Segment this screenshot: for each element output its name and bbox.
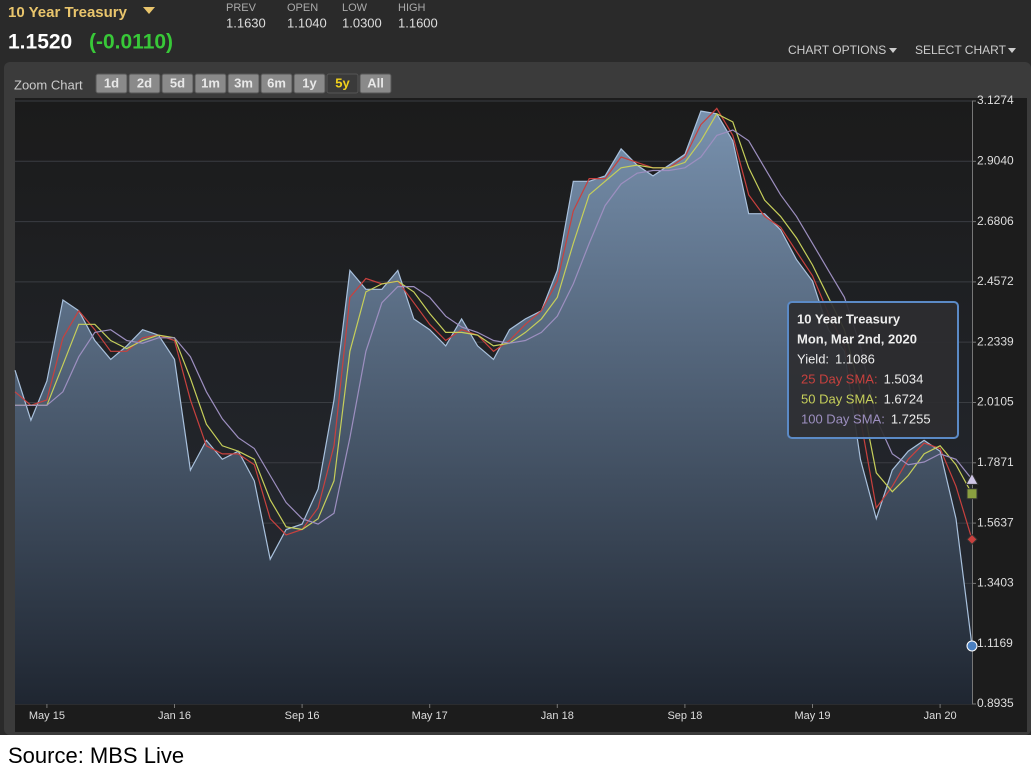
menu[interactable]: CHART OPTIONS: [788, 43, 886, 57]
y-tick-label: 0.8935: [977, 696, 1014, 710]
x-tick-label: Jan 16: [158, 710, 191, 722]
zoom-button[interactable]: [326, 73, 359, 94]
y-tick-label: 1.5637: [977, 515, 1014, 529]
zoom-button-label[interactable]: 1m: [201, 75, 220, 90]
quote-label: LOW: [342, 2, 368, 14]
x-tick-label: Sep 18: [667, 710, 702, 722]
tooltip-box: [787, 301, 959, 439]
source: Source: MBS Live: [8, 743, 184, 768]
tooltip-label: 25 Day SMA:: [801, 371, 878, 386]
last-price: 1.1520: [8, 31, 72, 54]
y-tick-label: 2.0105: [977, 395, 1014, 409]
y-tick-label: 1.3403: [977, 576, 1014, 590]
quote-label: OPEN: [287, 2, 318, 14]
zoom-button[interactable]: [128, 73, 161, 94]
x-tick-label: Sep 16: [285, 710, 320, 722]
menu-arrow[interactable]: [1008, 48, 1016, 53]
y-tick-label: 1.7871: [977, 455, 1014, 469]
zoom-button[interactable]: [194, 73, 227, 94]
sma-line: [15, 129, 973, 525]
x-tick-label: May 15: [29, 710, 65, 722]
tooltip-value: 1.7255: [891, 411, 931, 426]
end-marker: [966, 640, 978, 652]
dropdown-arrow[interactable]: [143, 7, 155, 14]
instrument-title[interactable]: 10 Year Treasury: [8, 4, 128, 21]
y-tick-label: 2.6806: [977, 214, 1014, 228]
tooltip-date: Mon, Mar 2nd, 2020: [797, 331, 917, 346]
zoom-button-label[interactable]: 5y: [335, 75, 350, 90]
zoom-button[interactable]: [227, 73, 260, 94]
tooltip-title: 10 Year Treasury: [797, 311, 901, 326]
tooltip-label: 100 Day SMA:: [801, 411, 885, 426]
x-tick-label: Jan 20: [924, 710, 957, 722]
end-marker: [965, 472, 979, 485]
zoom-button-label[interactable]: 2d: [137, 75, 152, 90]
y-tick-label: 2.9040: [977, 153, 1014, 167]
price-change: (-0.0110): [89, 31, 173, 54]
end-marker: [966, 533, 978, 546]
tooltip-label: 50 Day SMA:: [801, 391, 878, 406]
y-tick-label: 1.1169: [977, 636, 1013, 650]
zoom-button[interactable]: [260, 73, 293, 94]
tooltip-value: 1.1086: [835, 351, 875, 366]
yield-area: [15, 111, 972, 705]
quote-label: PREV: [226, 2, 257, 14]
y-tick-label: 3.1274: [977, 93, 1014, 107]
tooltip-label: Yield:: [797, 351, 829, 366]
zoom-button[interactable]: [95, 73, 128, 94]
tooltip-value: 1.6724: [884, 391, 924, 406]
y-tick-label: 2.4572: [977, 274, 1014, 288]
sma-line: [14, 107, 973, 540]
zoom-label: Zoom Chart: [14, 77, 83, 92]
zoom-button-label[interactable]: 3m: [234, 75, 253, 90]
quote-value: 1.1600: [398, 15, 438, 30]
quote-label: HIGH: [398, 2, 426, 14]
zoom-button[interactable]: [359, 73, 392, 94]
zoom-button[interactable]: [161, 73, 194, 94]
end-marker: [966, 488, 978, 500]
zoom-button-label[interactable]: All: [367, 75, 384, 90]
zoom-button-label[interactable]: 6m: [267, 75, 286, 90]
x-tick-label: May 17: [412, 710, 448, 722]
zoom-button-label[interactable]: 1y: [302, 75, 317, 90]
zoom-button-label[interactable]: 1d: [104, 75, 119, 90]
quote-value: 1.1630: [226, 15, 266, 30]
yield-line: [14, 110, 973, 646]
quote-value: 1.1040: [287, 15, 327, 30]
zoom-button[interactable]: [293, 73, 326, 94]
quote-value: 1.0300: [342, 15, 382, 30]
menu-arrow[interactable]: [889, 48, 897, 53]
y-tick-label: 2.2339: [977, 334, 1014, 348]
x-tick-label: May 19: [794, 710, 830, 722]
tooltip-value: 1.5034: [884, 371, 924, 386]
zoom-button-label[interactable]: 5d: [170, 75, 185, 90]
x-tick-label: Jan 18: [541, 710, 574, 722]
menu[interactable]: SELECT CHART: [915, 43, 1007, 57]
